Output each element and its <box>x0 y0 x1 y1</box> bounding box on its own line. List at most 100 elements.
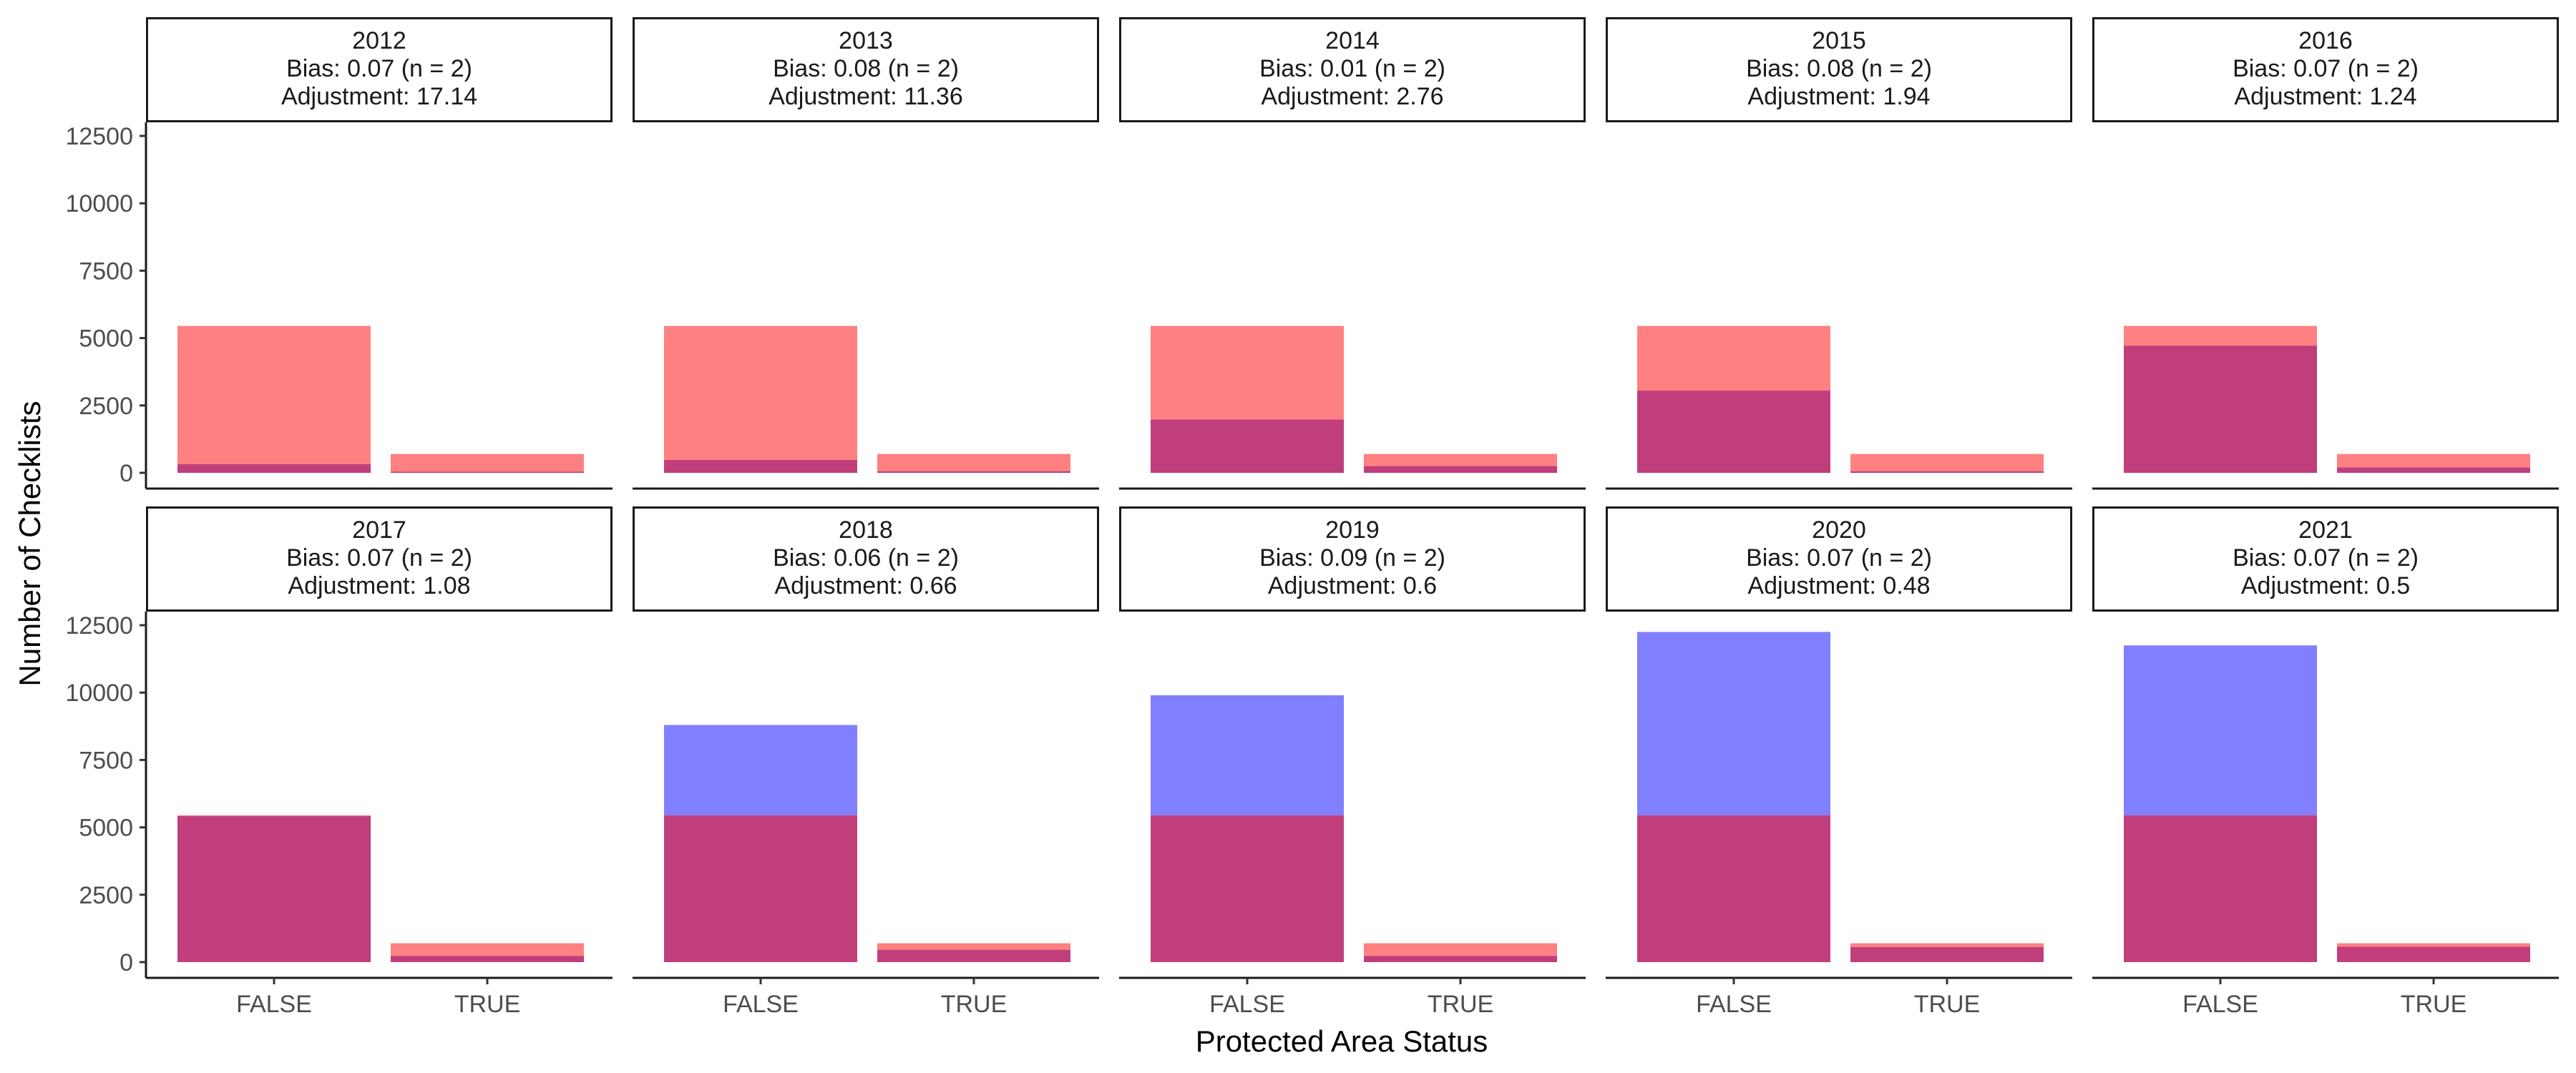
strip-adjustment: Adjustment: 1.08 <box>288 572 470 599</box>
y-tick-label: 10000 <box>65 190 133 217</box>
bar-true-overlap <box>1850 946 2044 962</box>
y-tick-label: 0 <box>119 949 133 976</box>
strip-adjustment: Adjustment: 0.5 <box>2241 572 2410 599</box>
y-tick-label: 12500 <box>65 123 133 150</box>
bar-true-reference <box>2337 454 2530 468</box>
bar-false-observed <box>1637 632 1830 815</box>
x-tick-label: TRUE <box>2401 991 2467 1018</box>
x-tick-label: TRUE <box>1914 991 1981 1018</box>
bar-true-overlap <box>391 956 584 962</box>
strip-box <box>1606 17 2072 122</box>
strip-bias: Bias: 0.07 (n = 2) <box>286 544 472 572</box>
bar-true-reference <box>1850 943 2044 947</box>
strip-bias: Bias: 0.07 (n = 2) <box>286 55 472 82</box>
strip-bias: Bias: 0.07 (n = 2) <box>2233 55 2419 82</box>
bar-true-reference <box>1364 943 1557 956</box>
bar-false-reference <box>2124 325 2317 346</box>
bar-false-observed <box>2124 645 2317 815</box>
bar-false-overlap <box>1151 815 1344 962</box>
strip-box <box>2092 506 2559 612</box>
strip-year: 2018 <box>839 516 893 544</box>
bar-false-reference <box>1637 325 1830 391</box>
strip-box <box>1119 17 1586 122</box>
y-tick-label: 5000 <box>79 815 133 842</box>
bar-false-reference <box>664 325 857 460</box>
strip-adjustment: Adjustment: 11.36 <box>769 83 963 110</box>
y-tick-label: 2500 <box>79 882 133 909</box>
x-tick-label: FALSE <box>236 991 312 1018</box>
bar-true-overlap <box>391 471 584 473</box>
bar-false-observed <box>1151 695 1344 815</box>
bar-true-reference <box>877 454 1070 471</box>
bar-false-overlap <box>177 815 371 962</box>
bar-true-overlap <box>1850 471 2044 473</box>
bar-true-overlap <box>1364 466 1557 473</box>
bar-false-overlap <box>1151 419 1344 473</box>
bar-false-reference <box>1151 325 1344 420</box>
strip-adjustment: Adjustment: 0.48 <box>1747 572 1930 599</box>
strip-adjustment: Adjustment: 17.14 <box>281 83 477 110</box>
y-tick-label: 0 <box>119 460 133 487</box>
y-tick-label: 10000 <box>65 680 133 707</box>
strip-box <box>146 17 613 122</box>
bar-false-overlap <box>2124 815 2317 962</box>
y-tick-label: 5000 <box>79 325 133 353</box>
strip-box <box>633 506 1099 612</box>
bar-true-reference <box>1850 454 2044 471</box>
bar-false-overlap <box>664 815 857 962</box>
y-tick-label: 12500 <box>65 612 133 640</box>
bar-true-reference <box>391 454 584 472</box>
bar-true-overlap <box>2337 467 2530 473</box>
strip-bias: Bias: 0.08 (n = 2) <box>773 55 959 82</box>
bar-true-overlap <box>1364 956 1557 962</box>
x-tick-label: FALSE <box>723 991 799 1018</box>
strip-bias: Bias: 0.08 (n = 2) <box>1746 55 1932 82</box>
bar-false-overlap <box>1637 815 1830 962</box>
strip-bias: Bias: 0.09 (n = 2) <box>1259 544 1445 572</box>
bar-false-reference <box>177 815 371 816</box>
bar-false-overlap <box>1637 391 1830 473</box>
strip-year: 2015 <box>1812 27 1866 54</box>
strip-bias: Bias: 0.01 (n = 2) <box>1259 55 1445 82</box>
y-tick-label: 2500 <box>79 393 133 420</box>
bar-false-overlap <box>2124 346 2317 473</box>
bar-true-overlap <box>2337 946 2530 962</box>
y-axis-title: Number of Checklists <box>13 401 47 686</box>
y-tick-label: 7500 <box>79 258 133 285</box>
x-tick-label: FALSE <box>2182 991 2258 1018</box>
strip-adjustment: Adjustment: 0.6 <box>1268 572 1437 599</box>
strip-bias: Bias: 0.06 (n = 2) <box>773 544 959 572</box>
x-tick-label: TRUE <box>941 991 1008 1018</box>
strip-adjustment: Adjustment: 0.66 <box>774 572 957 599</box>
bar-true-reference <box>1364 454 1557 466</box>
strip-year: 2019 <box>1325 516 1380 544</box>
strip-box <box>2092 17 2559 122</box>
bar-true-overlap <box>877 949 1070 962</box>
bar-false-overlap <box>664 459 857 473</box>
strip-year: 2017 <box>352 516 406 544</box>
bar-false-reference <box>177 325 371 464</box>
bar-true-reference <box>391 943 584 956</box>
bar-false-overlap <box>177 464 371 473</box>
y-tick-label: 7500 <box>79 747 133 774</box>
bar-true-reference <box>2337 943 2530 947</box>
strip-year: 2020 <box>1812 516 1866 544</box>
strip-box <box>146 506 613 612</box>
strip-bias: Bias: 0.07 (n = 2) <box>2233 544 2419 572</box>
strip-year: 2013 <box>839 27 893 54</box>
strip-adjustment: Adjustment: 2.76 <box>1261 83 1443 110</box>
strip-box <box>633 17 1099 122</box>
strip-year: 2012 <box>352 27 406 54</box>
strip-year: 2021 <box>2298 516 2353 544</box>
